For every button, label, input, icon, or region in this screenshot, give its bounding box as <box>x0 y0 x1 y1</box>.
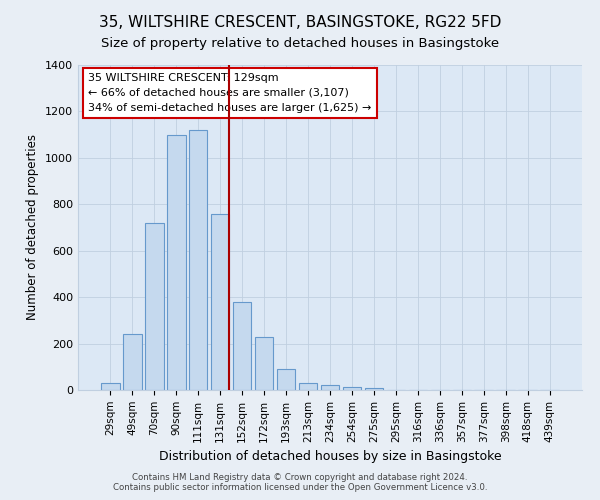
Bar <box>255 336 274 390</box>
Bar <box>167 134 185 390</box>
Bar <box>299 383 317 390</box>
Y-axis label: Number of detached properties: Number of detached properties <box>26 134 40 320</box>
Text: Contains HM Land Registry data © Crown copyright and database right 2024.
Contai: Contains HM Land Registry data © Crown c… <box>113 473 487 492</box>
Bar <box>123 334 142 390</box>
Text: 35 WILTSHIRE CRESCENT: 129sqm
← 66% of detached houses are smaller (3,107)
34% o: 35 WILTSHIRE CRESCENT: 129sqm ← 66% of d… <box>88 73 371 112</box>
Bar <box>189 130 208 390</box>
Text: Size of property relative to detached houses in Basingstoke: Size of property relative to detached ho… <box>101 38 499 51</box>
Bar <box>145 223 164 390</box>
Bar <box>211 214 229 390</box>
Bar <box>233 302 251 390</box>
Bar <box>277 369 295 390</box>
Text: 35, WILTSHIRE CRESCENT, BASINGSTOKE, RG22 5FD: 35, WILTSHIRE CRESCENT, BASINGSTOKE, RG2… <box>99 15 501 30</box>
Bar <box>101 383 119 390</box>
Bar <box>365 388 383 390</box>
Bar <box>320 386 340 390</box>
Bar <box>343 386 361 390</box>
X-axis label: Distribution of detached houses by size in Basingstoke: Distribution of detached houses by size … <box>158 450 502 463</box>
